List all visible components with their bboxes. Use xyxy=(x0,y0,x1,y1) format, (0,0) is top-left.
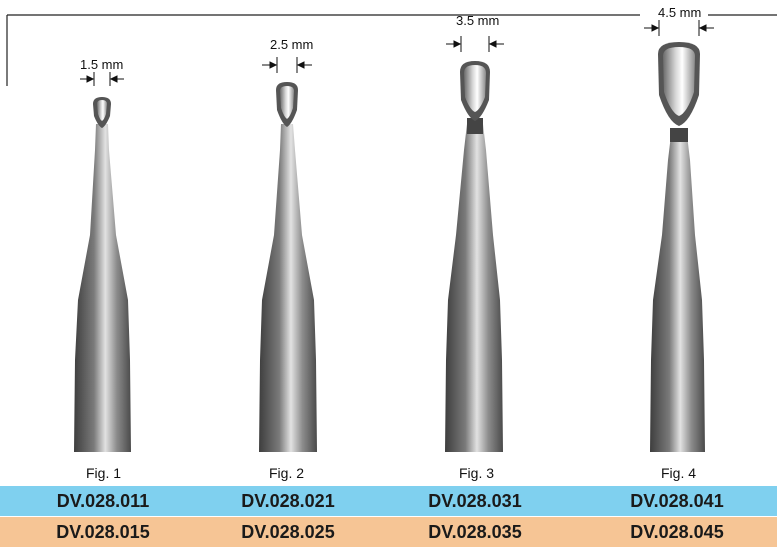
instrument-4-shaft xyxy=(650,135,705,452)
instrument-3: 3.5 mm Fig. 3 xyxy=(445,13,504,481)
code-cell: DV.028.011 xyxy=(56,491,150,511)
instrument-3-size-label: 3.5 mm xyxy=(456,13,499,28)
instrument-2-size-label: 2.5 mm xyxy=(270,37,313,52)
instrument-1-size-label: 1.5 mm xyxy=(80,57,123,72)
instrument-3-shaft xyxy=(445,124,503,452)
instrument-2: 2.5 mm Fig. 2 xyxy=(259,37,317,481)
code-cell: DV.028.045 xyxy=(630,522,724,542)
instrument-4-size-label: 4.5 mm xyxy=(658,5,701,20)
instrument-4: 4.5 mm Fig. 4 xyxy=(644,5,714,481)
code-cell: DV.028.025 xyxy=(241,522,335,542)
instrument-2-fig-label: Fig. 2 xyxy=(269,465,304,481)
instrument-3-neck xyxy=(467,118,483,134)
instrument-2-dimension-arrows xyxy=(262,57,312,73)
instrument-1-fig-label: Fig. 1 xyxy=(86,465,121,481)
instrument-4-dimension-arrows xyxy=(644,20,714,36)
instrument-4-spoon xyxy=(663,47,695,116)
product-codes-row-1: DV.028.011 DV.028.021 DV.028.031 DV.028.… xyxy=(0,486,777,516)
instrument-2-spoon xyxy=(280,86,294,119)
product-codes-row-2: DV.028.015 DV.028.025 DV.028.035 DV.028.… xyxy=(0,517,777,547)
instrument-1-shaft xyxy=(74,124,131,452)
instrument-3-dimension-arrows xyxy=(446,36,504,52)
code-cell: DV.028.021 xyxy=(241,491,335,511)
instrument-4-neck xyxy=(670,128,688,142)
instrument-1-dimension-arrows xyxy=(80,72,124,86)
instrument-1-spoon xyxy=(97,100,107,121)
instrument-2-shaft xyxy=(259,124,317,452)
instrument-3-spoon xyxy=(464,65,486,112)
code-cell: DV.028.031 xyxy=(428,491,522,511)
instrument-1: 1.5 mm Fig. 1 xyxy=(74,57,131,481)
instrument-3-fig-label: Fig. 3 xyxy=(459,465,494,481)
code-cell: DV.028.015 xyxy=(56,522,150,542)
code-cell: DV.028.035 xyxy=(428,522,522,542)
code-cell: DV.028.041 xyxy=(630,491,724,511)
instrument-4-fig-label: Fig. 4 xyxy=(661,465,696,481)
